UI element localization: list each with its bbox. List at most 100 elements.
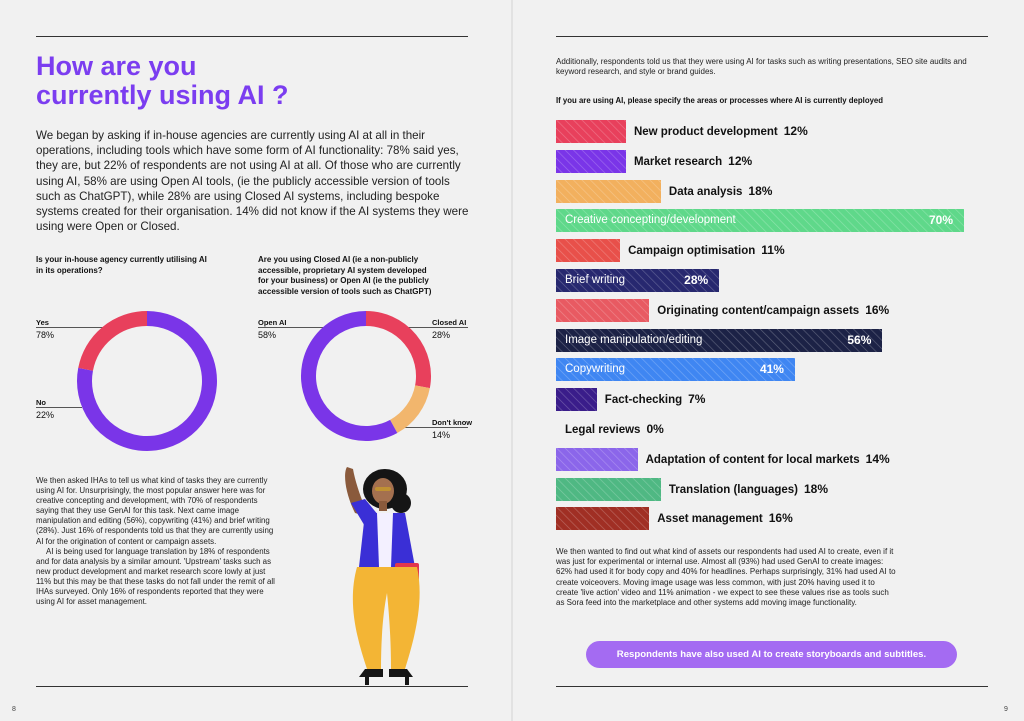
bar-value-6: 16% [865,302,890,317]
bar-value-12: 18% [803,481,829,496]
bottom-rule-left [36,686,468,687]
bar-value-9: 7% [688,392,706,407]
bar-label-10: Legal reviews 0% [565,418,664,442]
bar-label-0: New product development 12% [634,120,808,144]
page-gutter [511,0,513,721]
donut-slice-open-ai [301,311,398,441]
q1-no-leader [36,407,82,408]
intro-paragraph: We began by asking if in-house agencies … [36,129,469,234]
bar-category-7: Image manipulation/editing [565,333,703,346]
right-outro-paragraph: We then wanted to find out what kind of … [556,547,896,608]
donut-slice-yes [77,311,217,451]
bar-value-7: 56% [847,332,872,347]
bar-label-3: Creative concepting/development [565,209,736,232]
q2-dontknow-leader [400,427,468,428]
bar-4 [556,239,621,263]
q2-donut-chart [301,311,431,441]
bar-chart-question: If you are using AI, please specify the … [556,96,884,105]
bar-label-7: Image manipulation/editing [565,329,702,352]
bar-label-11: Adaptation of content for local markets 1… [646,448,890,472]
top-rule-right [556,36,988,37]
bar-category-13: Asset management [657,513,763,526]
bar-label-4: Campaign optimisation 11% [628,239,785,263]
bar-category-10: Legal reviews [565,424,641,436]
page-number-right: 9 [1004,706,1008,713]
left-body-text: We then asked IHAs to tell us what kind … [36,476,276,607]
bar-2 [556,179,661,203]
bar-value-3: 70% [928,213,953,228]
bar-11 [556,447,638,471]
bar-category-3: Creative concepting/development [565,214,736,227]
bar-label-9: Fact-checking 7% [605,388,706,412]
bar-category-1: Market research [633,155,723,168]
q2-open-value: 58% [258,330,277,340]
q1-no-value: 22% [36,410,55,420]
bar-label-12: Translation (languages) 18% [669,478,828,502]
title-line-2: currently using AI ? [36,80,289,110]
donut-slice-no [78,311,148,371]
bar-category-8: Copywriting [565,363,626,376]
bar-label-5: Brief writing [565,269,625,292]
right-intro-paragraph: Additionally, respondents told us that t… [556,57,967,77]
q2-dontknow-label: Don't know [432,418,473,427]
bar-13 [556,507,650,531]
q1-yes-leader [36,327,116,328]
bar-1 [556,149,626,173]
q1-no-label: No [36,398,46,407]
q1-yes-label: Yes [36,318,49,327]
bar-9 [556,388,597,412]
bar-value-13: 16% [768,511,793,526]
bar-value-8: 41% [759,362,784,377]
bar-0 [556,120,626,143]
bar-category-0: New product development [633,126,778,138]
woman-illustration [345,467,420,685]
bar-value-10: 0% [646,422,664,436]
title-line-1: How are you [36,51,197,81]
page-number-left: 8 [12,706,16,713]
bar-12 [556,477,661,501]
bar-category-12: Translation (languages) [668,483,798,496]
top-rule-left [36,36,468,37]
bar-label-13: Asset management 16% [657,507,793,531]
bar-label-8: Copywriting [565,358,625,381]
q1-question: Is your in-house agency currently utilis… [36,255,207,275]
donut-slice-closed-ai [365,311,431,389]
bar-3 [556,209,964,233]
left-body-paragraph-2: AI is being used for language translatio… [36,546,275,607]
bar-label-1: Market research 12% [634,150,752,174]
bar-category-11: Adaptation of content for local markets [645,453,860,466]
bar-value-1: 12% [728,153,753,168]
left-body-paragraph-1: We then asked IHAs to tell us what kind … [36,476,274,546]
callout-pill: Respondents have also used AI to create … [586,641,957,668]
q2-closed-value: 28% [432,330,451,340]
bar-value-4: 11% [761,243,785,258]
bar-8 [556,358,795,382]
q1-yes-value: 78% [36,330,55,340]
bar-category-9: Fact-checking [604,394,683,407]
page-title: How are you currently using AI ? [36,52,336,110]
bar-value-0: 12% [783,124,808,138]
bar-value-5: 28% [684,273,709,287]
bar-category-2: Data analysis [668,185,743,198]
bar-label-6: Originating content/campaign assets 16% [657,299,889,323]
q2-open-label: Open AI [258,318,287,327]
bar-value-2: 18% [748,183,773,198]
q2-open-leader [258,327,328,328]
q2-closed-leader [400,327,468,328]
bar-6 [556,298,650,322]
bottom-rule-right [556,686,988,687]
bar-category-4: Campaign optimisation [628,245,756,258]
q2-question: Are you using Closed AI (ie a non-public… [258,255,432,296]
q2-dontknow-value: 14% [432,430,451,440]
q1-donut-chart [77,311,217,451]
bar-category-5: Brief writing [565,274,626,286]
bar-label-2: Data analysis 18% [669,180,773,204]
bar-category-6: Originating content/campaign assets [657,304,860,317]
bar-5 [556,269,720,292]
q2-closed-label: Closed AI [432,318,467,327]
donut-slice-dont-know [389,385,430,433]
bar-7 [556,328,883,352]
bar-value-11: 14% [865,451,890,466]
